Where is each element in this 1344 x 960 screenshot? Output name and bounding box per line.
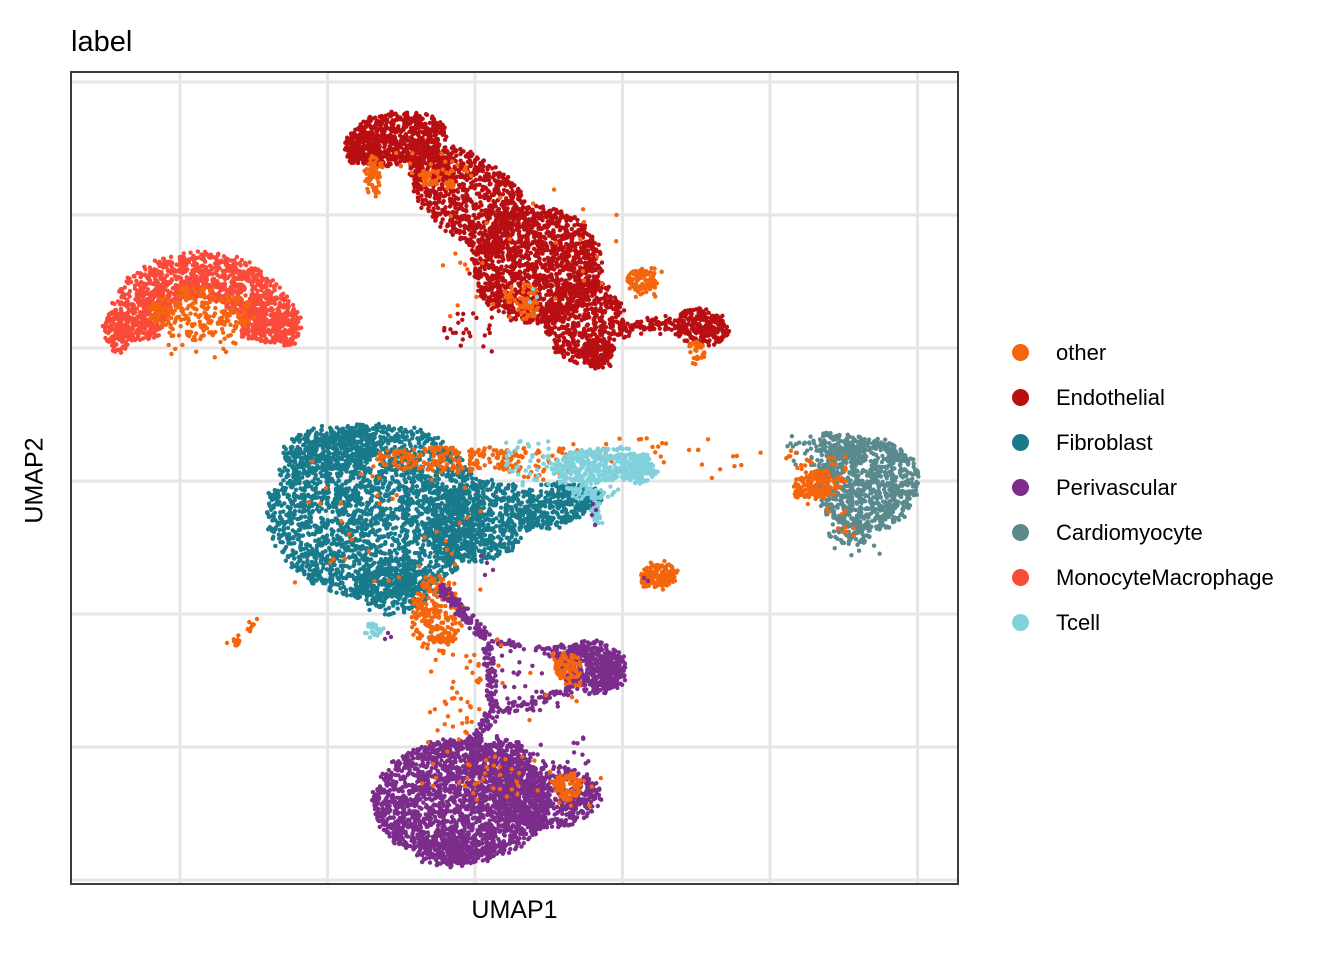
legend-item: Endothelial bbox=[1012, 375, 1274, 420]
legend-item: Perivascular bbox=[1012, 465, 1274, 510]
y-axis-label: UMAP2 bbox=[20, 437, 49, 524]
legend-swatch bbox=[1012, 569, 1029, 586]
legend-label: Tcell bbox=[1056, 609, 1101, 635]
legend-swatch bbox=[1012, 479, 1029, 496]
legend-label: other bbox=[1056, 339, 1107, 365]
legend-swatch bbox=[1012, 344, 1029, 361]
legend: other Endothelial Fibroblast Perivascular Ca… bbox=[1012, 330, 1274, 645]
legend-swatch bbox=[1012, 434, 1029, 451]
legend-item: Fibroblast bbox=[1012, 420, 1274, 465]
legend-label: Perivascular bbox=[1056, 474, 1178, 500]
legend-label: MonocyteMacrophage bbox=[1056, 564, 1274, 590]
legend-swatch bbox=[1012, 614, 1029, 631]
plot-panel bbox=[70, 71, 959, 885]
legend-swatch bbox=[1012, 524, 1029, 541]
legend-item: other bbox=[1012, 330, 1274, 375]
legend-item: Tcell bbox=[1012, 600, 1274, 645]
legend-label: Fibroblast bbox=[1056, 429, 1153, 455]
legend-item: MonocyteMacrophage bbox=[1012, 555, 1274, 600]
legend-label: Endothelial bbox=[1056, 384, 1165, 410]
legend-item: Cardiomyocyte bbox=[1012, 510, 1274, 555]
legend-label: Cardiomyocyte bbox=[1056, 519, 1203, 545]
legend-swatch bbox=[1012, 389, 1029, 406]
umap-scatter-canvas bbox=[72, 73, 957, 883]
x-axis-label: UMAP1 bbox=[471, 896, 558, 924]
plot-title: label bbox=[71, 26, 133, 58]
